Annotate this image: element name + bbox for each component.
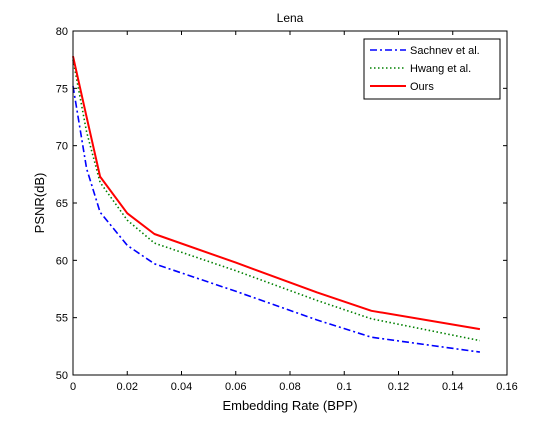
x-axis-label: Embedding Rate (BPP): [222, 398, 357, 413]
x-tick-label: 0: [70, 381, 76, 393]
x-tick-label: 0.12: [388, 381, 409, 393]
series-line-sachnev-et-al: [72, 85, 481, 353]
y-axis-label: PSNR(dB): [32, 173, 47, 234]
y-tick-label: 80: [56, 26, 68, 38]
x-tick-label: 0.04: [171, 381, 192, 393]
y-tick-label: 75: [56, 83, 68, 95]
legend: Sachnev et al. Hwang et al. Ours: [363, 38, 501, 100]
y-tick-label: 55: [56, 313, 68, 325]
legend-box: [363, 38, 501, 100]
y-tick-label: 70: [56, 141, 68, 153]
y-tick-label: 60: [56, 255, 68, 267]
x-tick-label: 0.08: [279, 381, 300, 393]
chart-title: Lena: [277, 11, 304, 25]
y-tick-label: 50: [56, 370, 68, 382]
y-tick-label: 65: [56, 198, 68, 210]
legend-entry-label: Ours: [410, 81, 434, 93]
legend-entry-label: Sachnev et al.: [410, 45, 480, 57]
series-line-ours: [72, 55, 481, 331]
x-tick-label: 0.02: [117, 381, 138, 393]
x-tick-label: 0.06: [225, 381, 246, 393]
x-tick-label: 0.16: [496, 381, 517, 393]
legend-entry-label: Hwang et al.: [410, 63, 471, 75]
x-tick-label: 0.14: [442, 381, 463, 393]
x-tick-label: 0.1: [337, 381, 352, 393]
